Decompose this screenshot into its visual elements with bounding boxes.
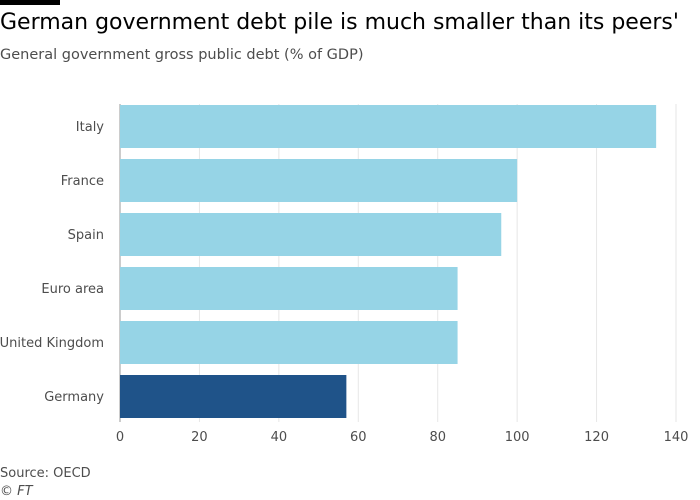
x-tick-label: 0 [116, 430, 124, 445]
x-axis-tick-labels: 0 20 40 60 80 100 120 140 [116, 430, 689, 445]
bar-italy [120, 105, 657, 148]
chart-subtitle: General government gross public debt (% … [0, 47, 364, 63]
source-note: Source: OECD [0, 466, 91, 481]
bar-spain [120, 213, 502, 256]
category-label: Germany [44, 390, 104, 405]
x-tick-label: 80 [429, 430, 446, 445]
x-tick-label: 20 [191, 430, 208, 445]
category-label: Spain [68, 228, 104, 243]
bar-germany [120, 375, 347, 418]
category-label: Italy [76, 120, 105, 135]
bar-euro-area [120, 267, 458, 310]
bar-chart: Italy France Spain Euro area United Kingdom G… [0, 104, 689, 445]
bars [120, 105, 657, 418]
bar-france [120, 159, 518, 202]
category-label: Euro area [41, 282, 104, 297]
x-tick-label: 120 [584, 430, 609, 445]
top-rule [0, 0, 60, 5]
ft-credit: © FT [0, 484, 33, 499]
category-label: France [61, 174, 104, 189]
grid-lines [119, 104, 677, 422]
x-tick-label: 60 [350, 430, 367, 445]
x-tick-label: 140 [664, 430, 689, 445]
x-tick-label: 100 [505, 430, 530, 445]
x-tick-label: 40 [271, 430, 288, 445]
chart-title: German government debt pile is much smal… [0, 10, 679, 35]
bar-united-kingdom [120, 321, 458, 364]
category-label: United Kingdom [0, 336, 104, 351]
category-labels: Italy France Spain Euro area United Kingdom G… [0, 120, 104, 405]
